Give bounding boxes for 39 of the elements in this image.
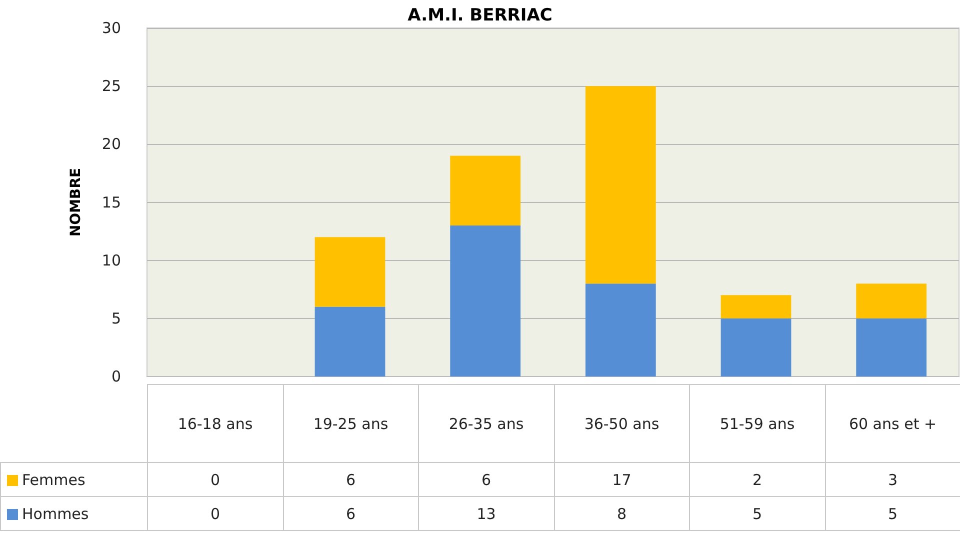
bar xyxy=(450,225,521,376)
bar xyxy=(720,318,792,376)
y-axis-title: NOMBRE xyxy=(68,168,84,237)
x-tick-label: 36-50 ans xyxy=(554,384,690,462)
y-tick-label: 25 xyxy=(102,77,121,96)
data-label: 3 xyxy=(825,462,960,496)
data-label: 6 xyxy=(418,462,554,496)
data-label: 5 xyxy=(690,496,825,530)
bar xyxy=(314,237,386,307)
data-label: 5 xyxy=(825,496,960,530)
data-label: 13 xyxy=(418,496,554,530)
bar xyxy=(856,318,927,376)
bar xyxy=(314,306,386,376)
x-tick-label: 60 ans et + xyxy=(825,384,960,462)
bar xyxy=(585,284,656,376)
data-label: 0 xyxy=(148,496,283,530)
data-label: 6 xyxy=(283,496,418,530)
bar xyxy=(720,295,792,318)
data-label: 8 xyxy=(554,496,690,530)
bar xyxy=(450,156,521,226)
data-label: 17 xyxy=(554,462,690,496)
data-label: 6 xyxy=(283,462,418,496)
x-tick-label: 19-25 ans xyxy=(283,384,418,462)
y-tick-label: 15 xyxy=(102,193,121,212)
y-tick-label: 0 xyxy=(111,368,121,386)
legend-label: Femmes xyxy=(0,462,148,496)
x-tick-label: 26-35 ans xyxy=(418,384,554,462)
x-tick-label: 16-18 ans xyxy=(148,384,283,462)
legend-label: Hommes xyxy=(0,496,148,530)
x-tick-label: 51-59 ans xyxy=(690,384,825,462)
chart-title: A.M.I. BERRIAC xyxy=(408,6,552,26)
data-label: 2 xyxy=(690,462,825,496)
bar xyxy=(585,86,656,284)
y-tick-label: 20 xyxy=(102,135,121,154)
y-tick-label: 10 xyxy=(102,251,121,270)
data-label: 0 xyxy=(148,462,283,496)
y-tick-label: 30 xyxy=(102,19,121,37)
y-tick-label: 5 xyxy=(111,309,121,328)
bar xyxy=(856,284,927,318)
